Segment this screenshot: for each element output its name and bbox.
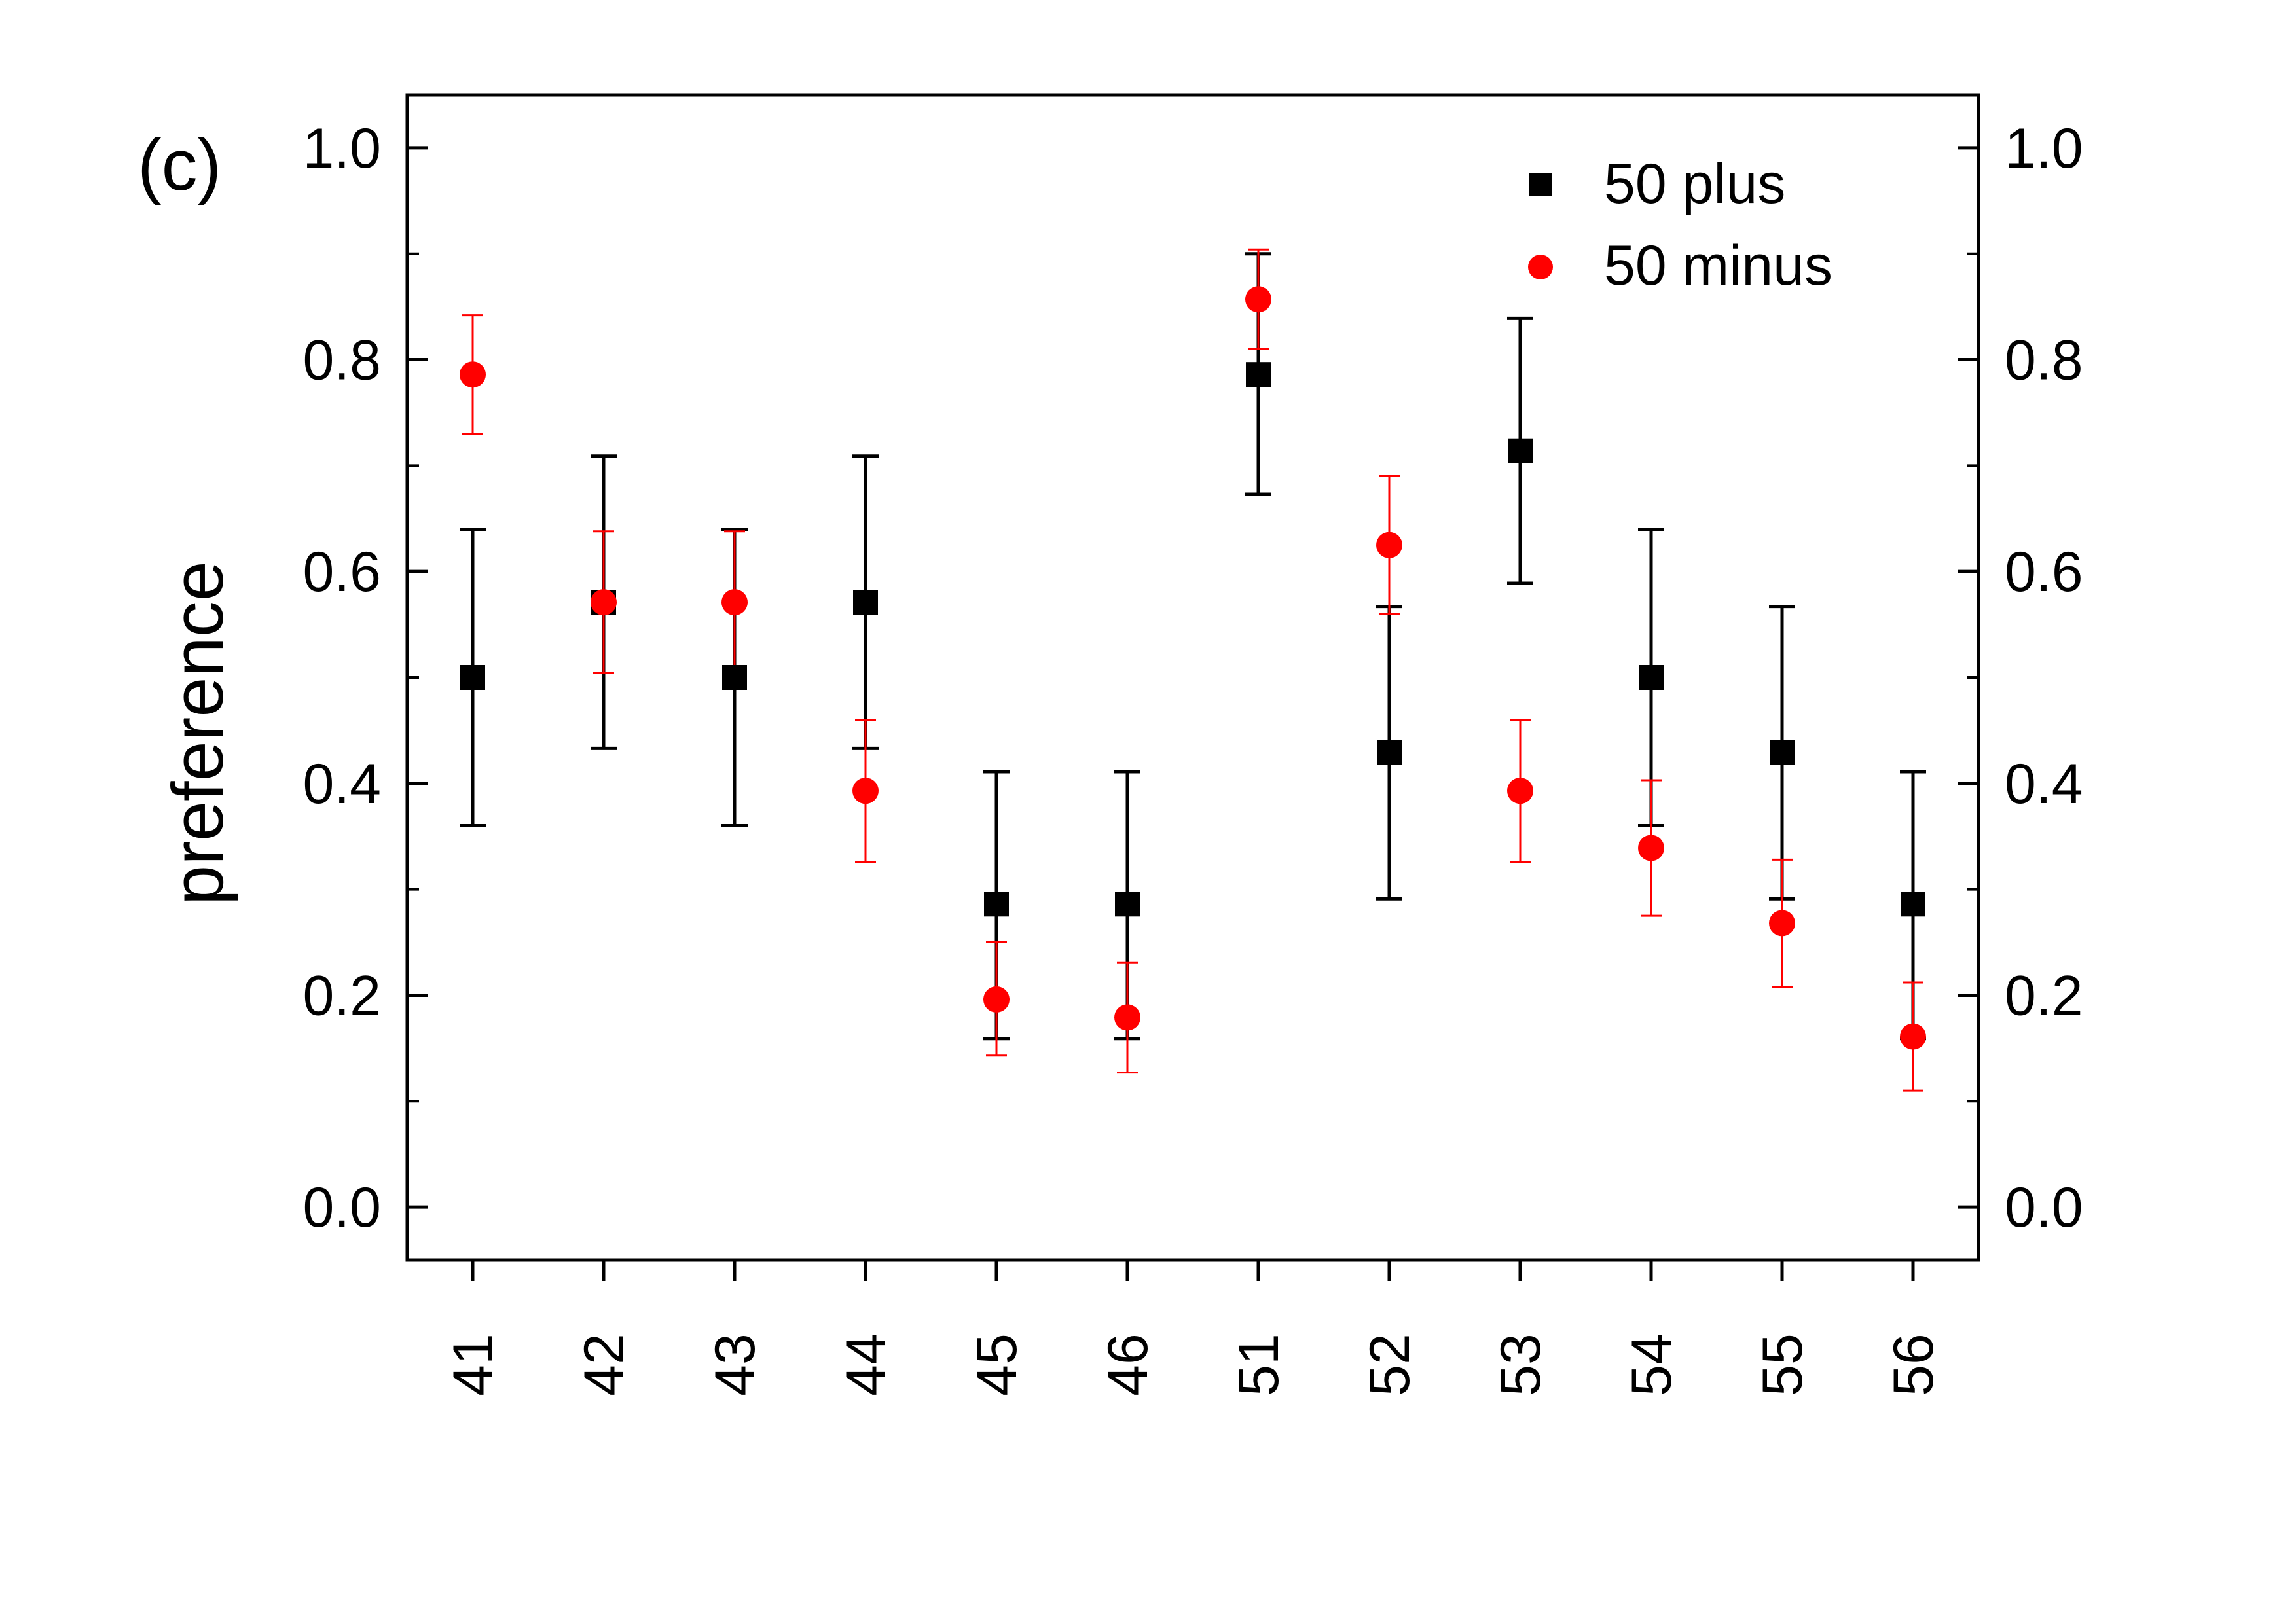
x-tick-label: 46 <box>1097 1333 1159 1396</box>
data-point-50-minus <box>1900 1023 1926 1050</box>
y-tick-label-left: 0.8 <box>302 329 381 392</box>
data-point-50-plus <box>1770 740 1795 765</box>
y-tick-label-right: 0.4 <box>2005 753 2083 816</box>
data-point-50-plus <box>853 590 878 615</box>
data-point-50-plus <box>460 665 485 690</box>
data-point-50-minus <box>460 361 486 388</box>
data-point-50-minus <box>1245 286 1271 313</box>
y-tick-label-right: 1.0 <box>2005 117 2083 180</box>
x-tick-label: 51 <box>1228 1333 1290 1396</box>
data-point-50-minus <box>1769 910 1795 937</box>
legend-marker-50-plus <box>1529 173 1552 196</box>
x-tick-label: 45 <box>966 1333 1029 1396</box>
y-axis-label: preference <box>158 561 238 905</box>
x-tick-label: 42 <box>573 1333 636 1396</box>
data-point-50-plus <box>1246 362 1271 387</box>
data-point-50-plus <box>722 665 747 690</box>
data-point-50-minus <box>1507 778 1533 804</box>
data-point-50-plus <box>1377 740 1402 765</box>
x-tick-label: 56 <box>1882 1333 1945 1396</box>
legend: 50 plus 50 minus <box>1528 153 1832 297</box>
data-point-50-minus <box>721 589 748 616</box>
y-tick-label-right: 0.2 <box>2005 964 2083 1027</box>
x-tick-label: 41 <box>442 1333 505 1396</box>
x-tick-label: 55 <box>1751 1333 1814 1396</box>
data-point-50-minus <box>1114 1004 1140 1031</box>
y-tick-label-right: 0.6 <box>2005 541 2083 604</box>
y-tick-label-left: 0.0 <box>302 1176 381 1239</box>
x-tick-label: 52 <box>1358 1333 1421 1396</box>
data-point-50-plus <box>984 892 1009 917</box>
y-tick-label-left: 1.0 <box>302 117 381 180</box>
x-tick-label: 54 <box>1620 1333 1683 1396</box>
y-tick-label-left: 0.6 <box>302 541 381 604</box>
x-tick-label: 53 <box>1489 1333 1552 1396</box>
data-point-50-minus <box>983 986 1010 1013</box>
y-tick-label-left: 0.2 <box>302 964 381 1027</box>
data-point-50-plus <box>1508 438 1533 463</box>
panel-label: (c) <box>137 125 221 206</box>
legend-label-50-minus: 50 minus <box>1604 234 1832 297</box>
y-tick-label-right: 0.8 <box>2005 329 2083 392</box>
data-point-50-minus <box>1638 835 1664 861</box>
data-point-50-minus <box>852 778 879 804</box>
series-layer <box>460 248 1926 1092</box>
data-point-50-plus <box>1115 892 1140 917</box>
data-point-50-plus <box>1639 665 1664 690</box>
axis-ticks: 0.0 0.0 0.2 0.2 0.4 0.4 0.6 0.6 0.8 0.8 1.0 1.0 41 42… <box>302 117 2083 1396</box>
y-tick-label-left: 0.4 <box>302 753 381 816</box>
x-tick-label: 43 <box>704 1333 767 1396</box>
legend-marker-50-minus <box>1528 255 1553 279</box>
y-tick-label-right: 0.0 <box>2005 1176 2083 1239</box>
x-tick-label: 44 <box>835 1333 898 1396</box>
data-point-50-plus <box>1901 892 1925 917</box>
data-point-50-minus <box>1376 532 1402 558</box>
legend-label-50-plus: 50 plus <box>1604 153 1785 215</box>
data-point-50-minus <box>591 589 617 616</box>
